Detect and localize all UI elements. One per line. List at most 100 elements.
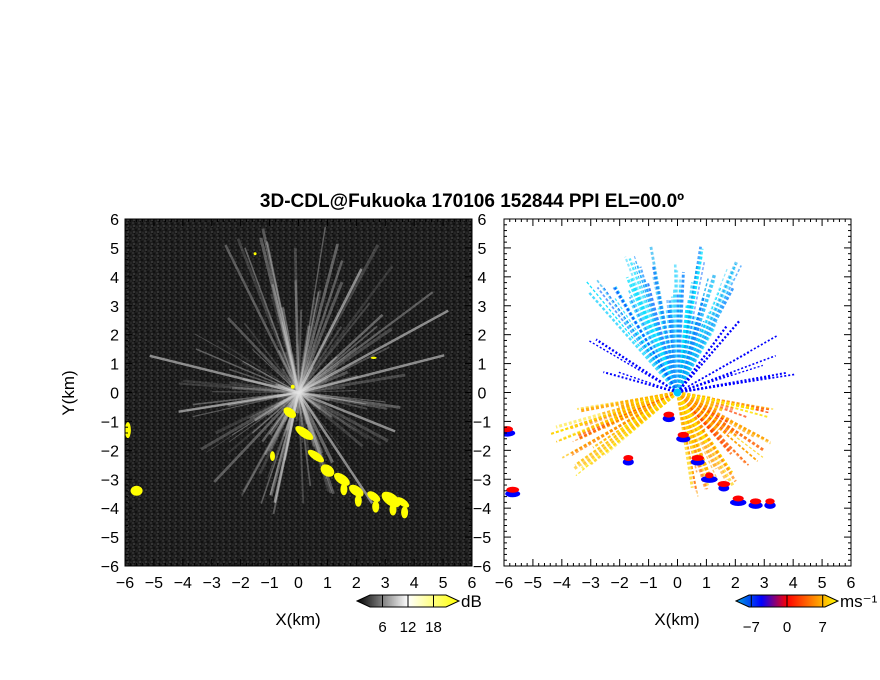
velocity-y-tick-label: −3 <box>473 472 491 489</box>
approaching-velocity-ray <box>675 305 689 393</box>
reflectivity-y-tick-label: −4 <box>101 501 119 518</box>
velocity-x-tick-label: −2 <box>611 575 629 592</box>
reflectivity-ray <box>228 392 299 443</box>
reflectivity-ray <box>268 391 300 452</box>
reflectivity-ray <box>298 391 386 403</box>
reflectivity-ray <box>216 339 299 394</box>
velocity-x-tick-label: 4 <box>789 575 798 592</box>
reflectivity-ray <box>182 379 299 394</box>
reflectivity-ray <box>258 391 300 475</box>
reflectivity-ray <box>298 389 358 394</box>
reflectivity-ray <box>297 289 322 393</box>
strong-echo-regions <box>125 252 410 519</box>
reflectivity-ray <box>297 392 333 494</box>
receding-velocity-ray <box>677 392 723 425</box>
reflectivity-ray <box>298 354 445 394</box>
radar-origin <box>673 388 682 397</box>
reflectivity-ray <box>212 391 299 394</box>
velocity-x-tick-label: 1 <box>702 575 711 592</box>
strong-echo-blob <box>370 356 377 359</box>
reflectivity-ray <box>297 356 338 394</box>
reflectivity-y-tick-label: 4 <box>110 270 119 287</box>
reflectivity-y-tick-label: −3 <box>101 472 119 489</box>
reflectivity-colorbar-tick-label: 12 <box>400 619 417 636</box>
approaching-velocity-ray <box>671 318 679 393</box>
reflectivity-ray <box>297 391 389 443</box>
receding-velocity-ray <box>676 392 701 446</box>
velocity-colorbar: −7 0 7 ms⁻¹ <box>734 592 878 636</box>
approaching-velocity-ray <box>595 338 679 394</box>
reflectivity-x-tick-label: 2 <box>352 575 361 592</box>
strong-echo-blob <box>307 449 324 463</box>
reflectivity-ray <box>297 391 364 448</box>
reflectivity-ray <box>297 391 369 440</box>
reflectivity-ray <box>274 391 299 409</box>
velocity-ticks <box>503 218 852 567</box>
reflectivity-ray <box>297 391 333 418</box>
velocity-y-tick-labels: 6 5 4 3 2 1 0 −1 −2 −3 −4 −5 −6 <box>473 212 491 576</box>
reflectivity-ray <box>205 392 299 453</box>
velocity-x-tick-label: 5 <box>818 575 827 592</box>
reflectivity-ray <box>236 238 300 393</box>
velocity-edge-blob <box>749 498 762 505</box>
approaching-velocity-ray <box>629 277 679 393</box>
strong-echo-blob <box>401 506 409 519</box>
reflectivity-ray <box>293 247 300 393</box>
velocity-edge-blob <box>663 411 675 418</box>
reflectivity-ray <box>263 391 300 456</box>
reflectivity-ray <box>270 293 300 393</box>
strong-echo-blob <box>389 503 397 516</box>
reflectivity-ray <box>297 392 335 495</box>
reflectivity-ray <box>297 309 449 394</box>
reflectivity-y-tick-label: 0 <box>110 386 119 403</box>
approaching-velocity-ray <box>657 307 679 393</box>
reflectivity-y-tick-label: −2 <box>101 443 119 460</box>
reflectivity-ray <box>253 391 300 422</box>
velocity-edge-blob <box>732 495 744 502</box>
velocity-edge-blob <box>717 481 731 487</box>
velocity-edge-blob <box>765 498 775 505</box>
reflectivity-ray <box>281 321 300 393</box>
reflectivity-ray <box>249 391 299 419</box>
reflectivity-ray <box>297 392 305 504</box>
strong-echo-blob <box>381 491 401 508</box>
reflectivity-ray <box>297 268 363 394</box>
reflectivity-ray <box>149 354 299 394</box>
strong-echo-blob <box>349 484 364 497</box>
approaching-velocity-ray <box>628 258 679 393</box>
reflectivity-y-tick-label: −1 <box>101 414 119 431</box>
approaching-velocity-ray <box>603 371 678 394</box>
y-axis-label: Y(km) <box>59 370 78 415</box>
velocity-colorbar-unit: ms⁻¹ <box>840 592 878 611</box>
receding-velocity-ray <box>676 392 698 466</box>
reflectivity-ray <box>286 323 300 393</box>
reflectivity-ray <box>297 291 434 394</box>
reflectivity-x-tick-label: 4 <box>410 575 419 592</box>
reflectivity-y-tick-label: −5 <box>101 530 119 547</box>
approaching-velocity-ray <box>676 312 692 393</box>
reflectivity-ray <box>273 392 300 503</box>
reflectivity-ray <box>268 391 300 436</box>
reflectivity-ray <box>297 391 356 432</box>
reflectivity-ray <box>227 391 300 454</box>
velocity-y-tick-label: −2 <box>473 443 491 460</box>
reflectivity-ray <box>297 243 339 393</box>
velocity-y-tick-label: −1 <box>473 414 491 431</box>
velocity-y-tick-label: 2 <box>478 328 487 345</box>
reflectivity-ray <box>284 351 300 393</box>
reflectivity-ray <box>224 244 300 394</box>
approaching-velocity-ray <box>614 298 679 393</box>
approaching-velocity-ray <box>588 291 679 394</box>
reflectivity-ray <box>297 327 393 394</box>
velocity-x-tick-label: 3 <box>760 575 769 592</box>
velocity-x-tick-labels: −6 −5 −4 −3 −2 −1 0 1 2 3 4 5 6 <box>495 575 856 592</box>
reflectivity-x-tick-labels: −6 −5 −4 −3 −2 −1 0 1 2 3 4 5 6 <box>116 575 477 592</box>
approaching-velocity-ray <box>677 351 750 393</box>
reflectivity-ray <box>214 391 300 435</box>
velocity-x-tick-label: −4 <box>553 575 571 592</box>
receding-velocity-ray <box>578 391 679 439</box>
velocity-x-tick-label: −3 <box>582 575 600 592</box>
reflectivity-y-tick-label: 2 <box>110 328 119 345</box>
reflectivity-ray <box>297 291 320 393</box>
